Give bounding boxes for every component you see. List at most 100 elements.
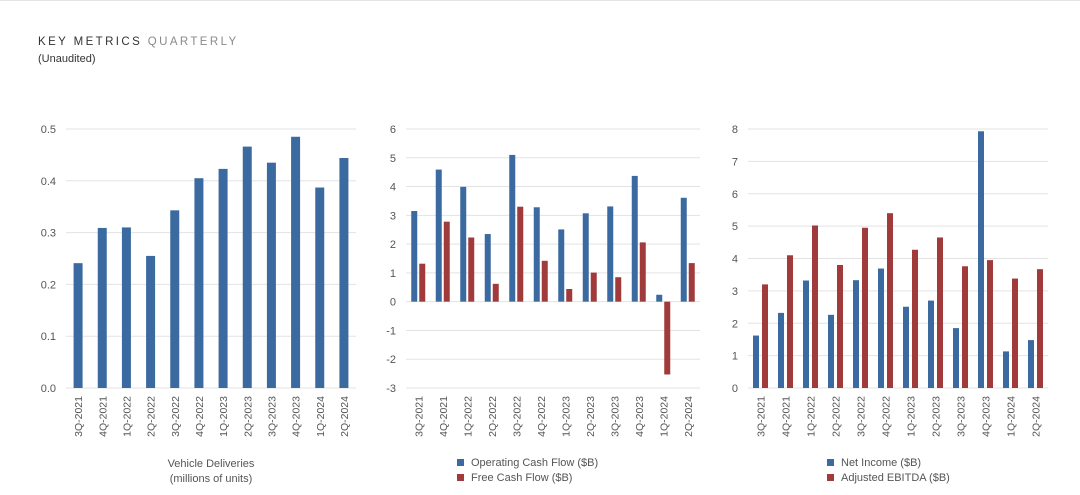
bar-series-2-3Q-2023 <box>962 266 968 388</box>
bar-series-2-4Q-2022 <box>887 213 893 388</box>
bar-series-1-4Q-2021 <box>778 312 784 388</box>
bar-series-1-2Q-2024 <box>680 197 687 302</box>
bar-series-2-1Q-2024 <box>664 301 671 375</box>
x-tick-label: 2Q-2023 <box>585 396 597 437</box>
bar-series-1-4Q-2022 <box>533 207 540 302</box>
x-tick-label: 2Q-2023 <box>931 396 943 437</box>
y-tick-label: 1 <box>732 351 738 363</box>
report-header: KEY METRICS QUARTERLY (Unaudited) <box>38 36 239 65</box>
y-tick-label: 0.0 <box>41 383 56 395</box>
y-tick-label: 3 <box>732 286 738 298</box>
x-tick-label: 2Q-2022 <box>487 396 499 437</box>
bar-series-1-4Q-2023 <box>631 175 638 302</box>
y-tick-label: 4 <box>390 182 396 194</box>
bar-series-2-1Q-2024 <box>1012 278 1018 388</box>
x-tick-label: 2Q-2024 <box>1031 396 1043 437</box>
x-tick-label: 3Q-2021 <box>73 396 85 437</box>
y-tick-label: 5 <box>732 221 738 233</box>
bar-series-2-1Q-2022 <box>812 225 818 388</box>
bar-series-1-1Q-2024 <box>656 294 663 302</box>
bar-series-2-2Q-2022 <box>837 264 843 388</box>
x-tick-label: 1Q-2023 <box>218 396 230 437</box>
legend-label: Operating Cash Flow ($B) <box>471 457 598 469</box>
chart-caption-line: Vehicle Deliveries <box>168 458 255 470</box>
y-tick-label: 0.5 <box>41 124 56 136</box>
chart-1: 0.0 0.1 0.2 0.3 0.4 0.5 3Q-2021 4Q-2021 1Q-2022 2… <box>41 124 356 485</box>
x-tick-label: 4Q-2022 <box>194 396 206 437</box>
bar-series-1-2Q-2022 <box>828 314 834 388</box>
bar-deliveries-4Q-2021 <box>97 227 107 388</box>
x-tick-label: 2Q-2023 <box>242 396 254 437</box>
bar-series-2-2Q-2022 <box>492 283 499 302</box>
x-tick-label: 4Q-2021 <box>438 396 450 437</box>
x-tick-label: 1Q-2023 <box>906 396 918 437</box>
bar-deliveries-1Q-2023 <box>218 168 228 388</box>
bar-series-2-4Q-2022 <box>541 260 548 302</box>
x-tick-label: 4Q-2022 <box>536 396 548 437</box>
page-subtitle: (Unaudited) <box>38 53 96 65</box>
y-tick-label: -1 <box>386 325 396 337</box>
bar-series-1-4Q-2021 <box>435 169 442 302</box>
bar-deliveries-2Q-2022 <box>146 255 156 388</box>
legend-label: Net Income ($B) <box>841 457 921 469</box>
chart-2: -3 -2 -1 0 1 2 3 4 5 6 3Q-2021 4Q-2021 1Q-2022 2Q-202… <box>386 124 700 484</box>
legend-swatch <box>827 459 834 466</box>
bar-series-2-2Q-2024 <box>1037 269 1043 388</box>
bar-series-1-3Q-2023 <box>953 328 959 388</box>
bar-series-2-4Q-2021 <box>787 255 793 388</box>
x-tick-label: 1Q-2023 <box>560 396 572 437</box>
x-tick-label: 3Q-2023 <box>266 396 278 437</box>
legend-label: Free Cash Flow ($B) <box>471 472 572 484</box>
bar-series-2-3Q-2022 <box>862 227 868 388</box>
x-tick-label: 4Q-2021 <box>97 396 109 437</box>
x-tick-label: 3Q-2021 <box>413 396 425 437</box>
bar-deliveries-4Q-2023 <box>291 136 301 388</box>
x-tick-label: 3Q-2022 <box>511 396 523 437</box>
bar-series-1-1Q-2023 <box>558 229 565 302</box>
title-suffix: QUARTERLY <box>147 36 239 48</box>
x-tick-label: 2Q-2024 <box>683 396 695 437</box>
x-tick-label: 1Q-2024 <box>658 396 670 437</box>
y-tick-label: 0.3 <box>41 228 56 240</box>
x-tick-label: 1Q-2022 <box>806 396 818 437</box>
legend-swatch <box>457 474 464 481</box>
bar-series-2-3Q-2023 <box>615 277 622 302</box>
x-tick-label: 4Q-2021 <box>781 396 793 437</box>
x-tick-label: 2Q-2024 <box>339 396 351 437</box>
bar-series-2-3Q-2021 <box>762 284 768 388</box>
x-tick-label: 3Q-2021 <box>756 396 768 437</box>
x-tick-label: 3Q-2022 <box>856 396 868 437</box>
bar-series-2-4Q-2023 <box>987 260 993 388</box>
x-tick-label: 4Q-2023 <box>634 396 646 437</box>
y-tick-label: 6 <box>732 189 738 201</box>
bar-series-1-3Q-2021 <box>753 335 759 388</box>
bar-deliveries-2Q-2023 <box>242 146 252 388</box>
bar-series-1-4Q-2022 <box>878 268 884 388</box>
y-tick-label: 1 <box>390 268 396 280</box>
bar-series-2-4Q-2021 <box>443 221 450 302</box>
y-tick-label: 5 <box>390 153 396 165</box>
y-tick-label: 0 <box>390 297 396 309</box>
y-tick-label: 0.2 <box>41 279 56 291</box>
y-tick-label: -2 <box>386 354 396 366</box>
x-tick-label: 1Q-2024 <box>315 396 327 437</box>
bar-deliveries-4Q-2022 <box>194 178 204 388</box>
y-tick-label: 0.1 <box>41 331 56 343</box>
bar-series-2-2Q-2023 <box>590 272 597 302</box>
bar-series-2-2Q-2024 <box>688 263 695 302</box>
y-tick-label: 0 <box>732 383 738 395</box>
bar-deliveries-3Q-2021 <box>73 263 83 388</box>
title-main: KEY METRICS <box>38 36 143 48</box>
x-tick-label: 3Q-2023 <box>956 396 968 437</box>
y-tick-label: 6 <box>390 124 396 136</box>
bar-series-2-3Q-2022 <box>517 206 524 302</box>
bar-series-1-2Q-2022 <box>484 234 491 302</box>
x-tick-label: 1Q-2022 <box>462 396 474 437</box>
x-tick-label: 4Q-2023 <box>291 396 303 437</box>
bar-series-1-2Q-2023 <box>928 300 934 388</box>
bar-series-2-1Q-2023 <box>566 289 573 302</box>
bar-deliveries-1Q-2022 <box>121 227 131 388</box>
x-tick-label: 4Q-2023 <box>981 396 993 437</box>
bar-series-1-3Q-2021 <box>411 211 418 302</box>
